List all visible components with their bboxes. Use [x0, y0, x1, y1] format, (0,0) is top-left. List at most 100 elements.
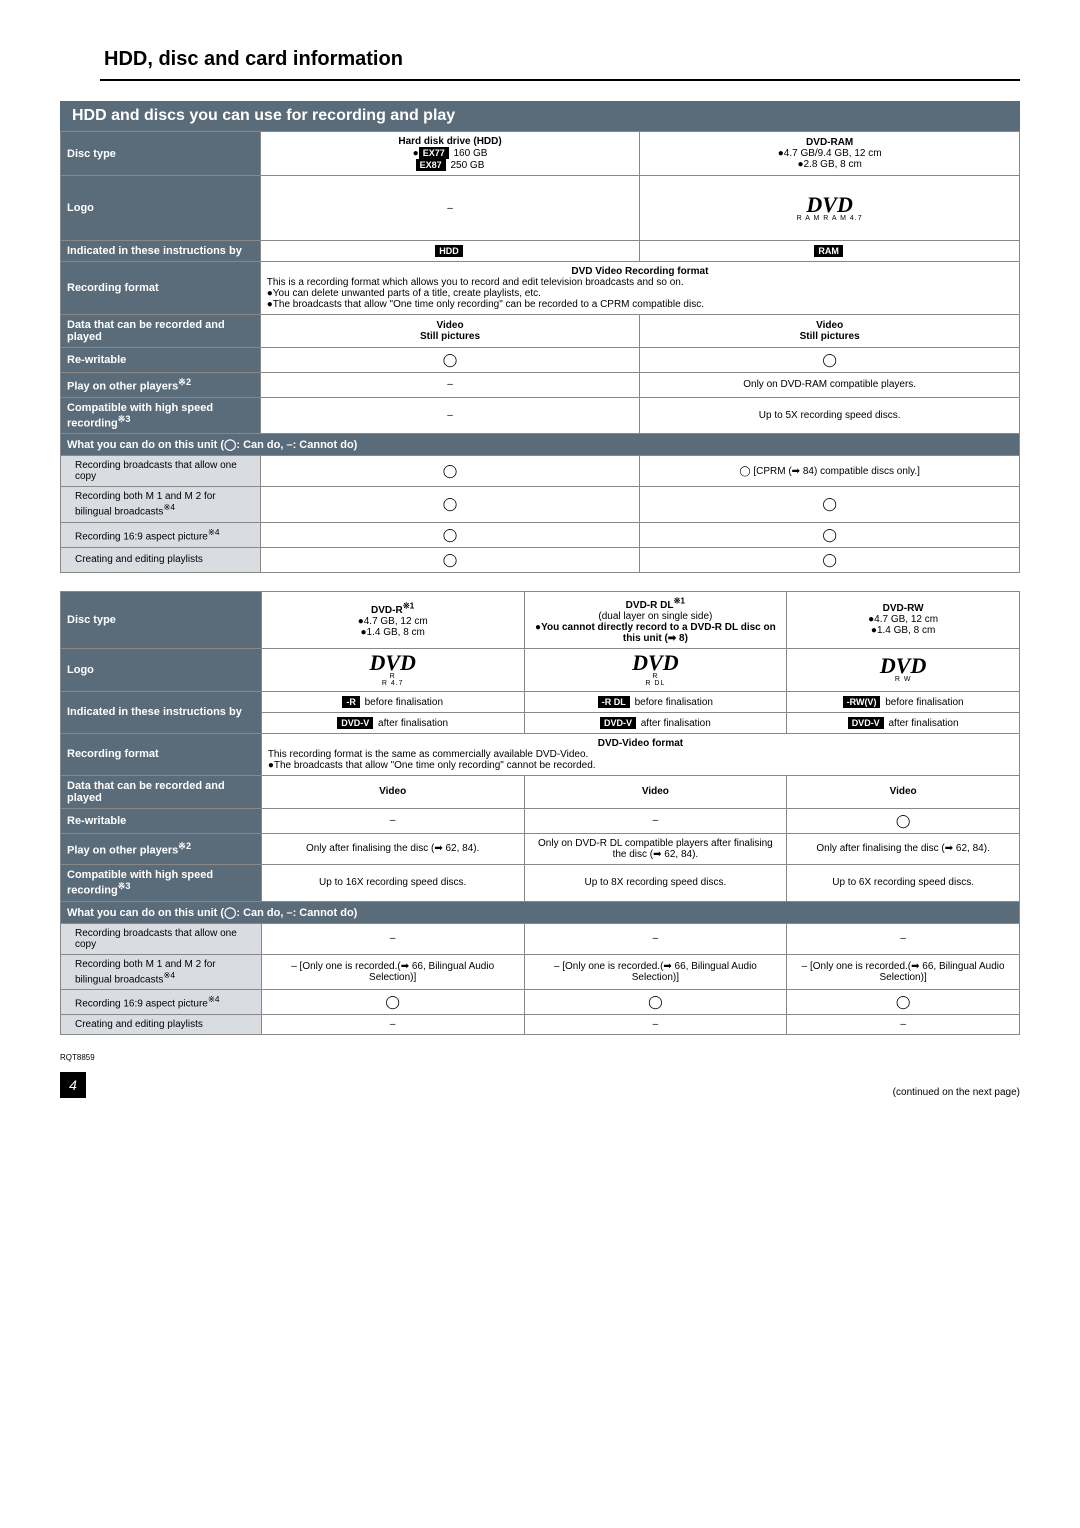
page-number: 4 — [60, 1072, 86, 1098]
dvdr-cap1: ●4.7 GB, 12 cm — [358, 616, 428, 627]
dvdr-onecopy: – — [261, 923, 524, 954]
table-dvdr: Disc type DVD-R※1 ●4.7 GB, 12 cm ●1.4 GB… — [60, 591, 1020, 1035]
label-whatcan: What you can do on this unit (◯: Can do,… — [61, 434, 1020, 456]
dvdrdl-sub2: ●You cannot directly record to a DVD-R D… — [535, 622, 776, 644]
dvdrdl-169: ◯ — [524, 989, 787, 1014]
dvdrw-cap1: ●4.7 GB, 12 cm — [868, 614, 938, 625]
badge-dvdv: DVD-V — [848, 717, 884, 729]
badge-ram: RAM — [814, 245, 843, 257]
recfmt2-title: DVD-Video format — [268, 738, 1013, 749]
dvd-logo-icon: DVD — [632, 650, 678, 675]
dvdrdl-playlists: – — [524, 1014, 787, 1034]
ram-playlists: ◯ — [640, 547, 1020, 572]
dvdr-cap2: ●1.4 GB, 8 cm — [360, 627, 424, 638]
dvdr-data: Video — [261, 775, 524, 808]
dvdrdl-logo-sub: R R DL — [531, 673, 781, 687]
label-onecopy: Recording broadcasts that allow one copy — [61, 456, 261, 487]
hdd-compat: – — [260, 397, 640, 434]
dvd-logo-sub: R A M R A M 4.7 — [646, 215, 1013, 222]
label-compat: Compatible with high speed recording※3 — [61, 397, 261, 434]
dvdrdl-data: Video — [524, 775, 787, 808]
label-recfmt-2: Recording format — [61, 733, 262, 775]
recfmt-title: DVD Video Recording format — [267, 266, 1013, 277]
ram-rewritable: ◯ — [640, 348, 1020, 373]
dvdrw-ind-after: after finalisation — [886, 718, 959, 729]
hdd-data: Video Still pictures — [260, 315, 640, 348]
label-169: Recording 16:9 aspect picture※4 — [61, 522, 261, 547]
dvdrw-169: ◯ — [787, 989, 1020, 1014]
hdd-cap2: 250 GB — [448, 160, 485, 171]
label-logo: Logo — [61, 176, 261, 241]
dvdr-rewritable: – — [261, 808, 524, 833]
dvdrdl-bilingual: – [Only one is recorded.(➡ 66, Bilingual… — [524, 954, 787, 989]
badge-dvdv: DVD-V — [600, 717, 636, 729]
hdd-playlists: ◯ — [260, 547, 640, 572]
dvdrw-onecopy: – — [787, 923, 1020, 954]
recfmt2-l2: ●The broadcasts that allow "One time onl… — [268, 760, 1013, 771]
label-compat-2: Compatible with high speed recording※3 — [61, 864, 262, 901]
page-title: HDD, disc and card information — [100, 40, 1020, 81]
table-hdd-ram: Disc type Hard disk drive (HDD) ●EX77 16… — [60, 131, 1020, 573]
dvdr-ind-before: before finalisation — [362, 697, 443, 708]
dvdr-169: ◯ — [261, 989, 524, 1014]
label-data: Data that can be recorded and played — [61, 315, 261, 348]
hdd-playother: – — [260, 373, 640, 398]
recfmt-l3: ●The broadcasts that allow "One time onl… — [267, 299, 1013, 310]
dvd-logo-icon: DVD — [369, 650, 415, 675]
hdd-onecopy: ◯ — [260, 456, 640, 487]
label-bilingual-2: Recording both M 1 and M 2 for bilingual… — [61, 954, 262, 989]
dvdr-playother: Only after finalising the disc (➡ 62, 84… — [261, 833, 524, 864]
continued-text: (continued on the next page) — [893, 1087, 1020, 1098]
ram-playother: Only on DVD-RAM compatible players. — [640, 373, 1020, 398]
ram-cap2: ●2.8 GB, 8 cm — [797, 159, 861, 170]
dvdrw-rewritable: ◯ — [787, 808, 1020, 833]
section-header: HDD and discs you can use for recording … — [60, 101, 1020, 131]
hdd-cap1: 160 GB — [451, 148, 488, 159]
label-logo-2: Logo — [61, 648, 262, 691]
dvdrdl-playother: Only on DVD-R DL compatible players afte… — [524, 833, 787, 864]
label-playlists: Creating and editing playlists — [61, 547, 261, 572]
label-disc-type: Disc type — [61, 132, 261, 176]
label-whatcan-2: What you can do on this unit (◯: Can do,… — [61, 901, 1020, 923]
ram-cap1: ●4.7 GB/9.4 GB, 12 cm — [778, 148, 882, 159]
dvdrw-bilingual: – [Only one is recorded.(➡ 66, Bilingual… — [787, 954, 1020, 989]
badge-hdd: HDD — [435, 245, 463, 257]
label-bilingual: Recording both M 1 and M 2 for bilingual… — [61, 487, 261, 522]
dvdrw-logo-sub: R W — [793, 676, 1013, 683]
hdd-logo: – — [260, 176, 640, 241]
recfmt-l2: ●You can delete unwanted parts of a titl… — [267, 288, 1013, 299]
dvdrdl-compat: Up to 8X recording speed discs. — [524, 864, 787, 901]
dvdrw-playlists: – — [787, 1014, 1020, 1034]
badge-ex87: EX87 — [416, 159, 446, 171]
hdd-header: Hard disk drive (HDD) — [398, 136, 501, 147]
dvdrw-data: Video — [787, 775, 1020, 808]
label-169-2: Recording 16:9 aspect picture※4 — [61, 989, 262, 1014]
label-onecopy-2: Recording broadcasts that allow one copy — [61, 923, 262, 954]
label-rewritable: Re-writable — [61, 348, 261, 373]
hdd-bilingual: ◯ — [260, 487, 640, 522]
label-data-2: Data that can be recorded and played — [61, 775, 262, 808]
ram-data: Video Still pictures — [640, 315, 1020, 348]
label-recfmt: Recording format — [61, 262, 261, 315]
dvdrdl-header: DVD-R DL※1 — [626, 600, 685, 611]
dvdrdl-sub1: (dual layer on single side) — [598, 611, 712, 622]
badge-rwv: -RW(V) — [843, 696, 881, 708]
dvdrw-compat: Up to 6X recording speed discs. — [787, 864, 1020, 901]
dvdr-playlists: – — [261, 1014, 524, 1034]
recfmt-l1: This is a recording format which allows … — [267, 277, 1013, 288]
badge-r: -R — [342, 696, 360, 708]
ram-bilingual: ◯ — [640, 487, 1020, 522]
badge-rdl: -R DL — [598, 696, 630, 708]
label-rewritable-2: Re-writable — [61, 808, 262, 833]
dvdr-header: DVD-R※1 — [371, 605, 414, 616]
ram-onecopy: ◯ [CPRM (➡ 84) compatible discs only.] — [640, 456, 1020, 487]
dvdrw-ind-before: before finalisation — [882, 697, 963, 708]
dvdr-ind-after: after finalisation — [375, 718, 448, 729]
dvdrdl-ind-before: before finalisation — [632, 697, 713, 708]
label-indicated: Indicated in these instructions by — [61, 241, 261, 262]
recfmt2-l1: This recording format is the same as com… — [268, 749, 1013, 760]
hdd-169: ◯ — [260, 522, 640, 547]
ram-169: ◯ — [640, 522, 1020, 547]
dvdrw-cap2: ●1.4 GB, 8 cm — [871, 625, 935, 636]
dvdrdl-rewritable: – — [524, 808, 787, 833]
